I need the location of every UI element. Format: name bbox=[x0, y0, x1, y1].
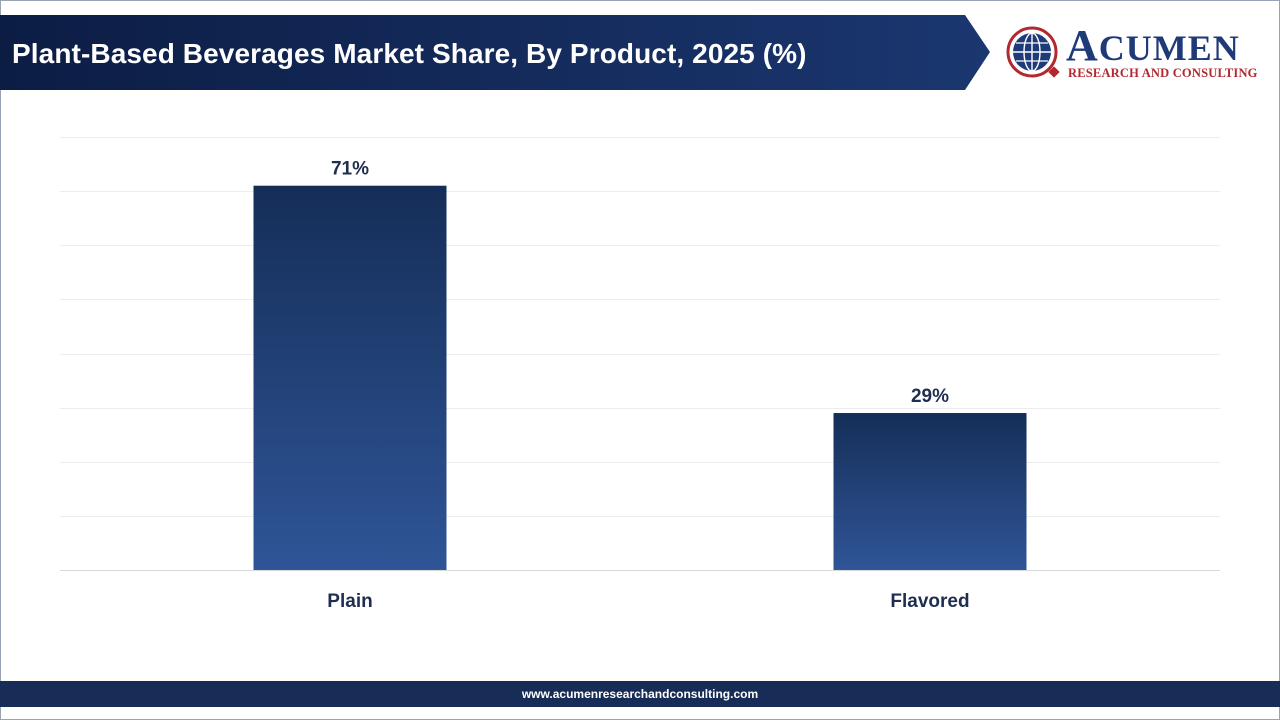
bar-flavored bbox=[833, 413, 1027, 570]
logo-name: ACUMEN bbox=[1066, 21, 1240, 70]
globe-icon bbox=[1006, 26, 1060, 78]
logo-name-initial: A bbox=[1066, 21, 1099, 70]
title-banner-shape bbox=[0, 15, 990, 90]
bar-plain bbox=[253, 185, 447, 570]
data-label-flavored: 29% bbox=[911, 386, 949, 407]
title-banner: Plant-Based Beverages Market Share, By P… bbox=[0, 15, 992, 90]
acumen-logo: ACUMEN RESEARCH AND CONSULTING bbox=[1004, 20, 1264, 84]
logo-subtitle: RESEARCH AND CONSULTING bbox=[1068, 66, 1258, 80]
footer-url[interactable]: www.acumenresearchandconsulting.com bbox=[521, 687, 759, 701]
data-label-plain: 71% bbox=[331, 159, 369, 180]
category-label-flavored: Flavored bbox=[890, 591, 969, 612]
bars: 71% Plain 29% Flavored bbox=[253, 159, 1027, 612]
footer-bar bbox=[0, 681, 1280, 707]
logo-name-rest: CUMEN bbox=[1098, 28, 1240, 68]
category-label-plain: Plain bbox=[327, 591, 372, 612]
gridlines bbox=[60, 137, 1220, 517]
chart-title: Plant-Based Beverages Market Share, By P… bbox=[12, 38, 807, 69]
